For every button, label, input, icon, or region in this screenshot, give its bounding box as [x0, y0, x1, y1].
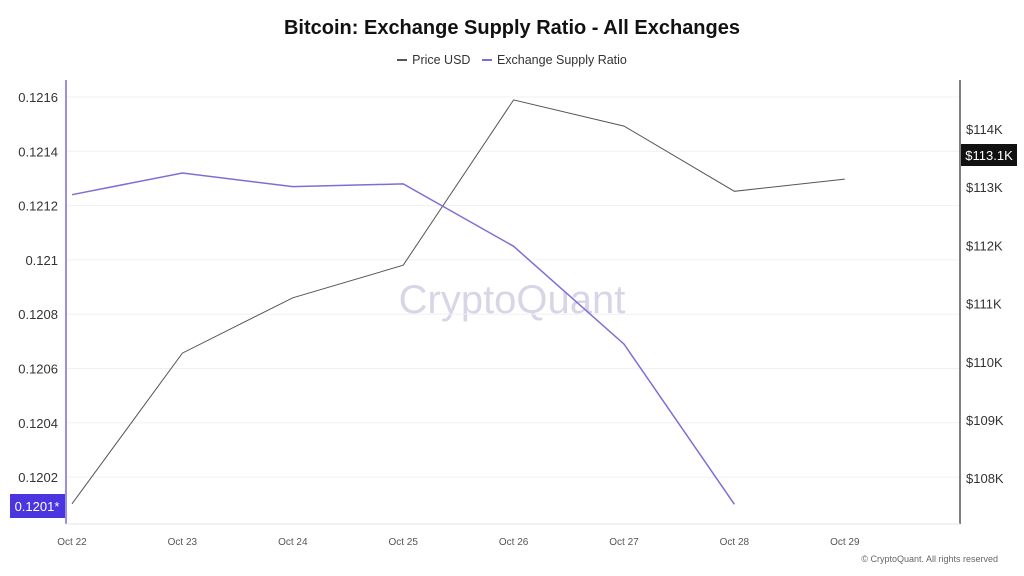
legend-swatch [397, 59, 408, 61]
x-tick-label: Oct 23 [168, 537, 198, 548]
chart-title: Bitcoin: Exchange Supply Ratio - All Exc… [283, 17, 740, 39]
right-tick-label: $114K [966, 122, 1003, 137]
left-tick-label: 0.1204 [18, 416, 58, 431]
legend-item-price[interactable]: Price USD [397, 53, 470, 67]
legend: Price USD Exchange Supply Ratio [0, 50, 1024, 67]
legend-swatch [481, 59, 492, 61]
legend-item-ratio[interactable]: Exchange Supply Ratio [481, 53, 627, 67]
series-line-price [71, 99, 845, 505]
legend-label: Price USD [412, 53, 471, 67]
x-tick-label: Oct 27 [609, 537, 639, 548]
right-tick-label: $113K [966, 180, 1003, 195]
left-tick-label: 0.121 [25, 253, 58, 268]
x-tick-label: Oct 22 [57, 537, 87, 548]
current-ratio-label: 0.1201* [15, 499, 60, 514]
right-tick-label: $112K [966, 238, 1003, 253]
left-tick-label: 0.1214 [18, 144, 58, 159]
right-tick-label: $111K [966, 297, 1002, 312]
right-tick-label: $108K [966, 471, 1004, 486]
current-price-marker [961, 144, 1017, 166]
x-tick-label: Oct 28 [720, 537, 750, 548]
x-tick-label: Oct 24 [278, 537, 308, 548]
left-tick-label: 0.1206 [18, 362, 58, 377]
left-tick-label: 0.1202 [18, 470, 58, 485]
current-price-label: $113.1K [965, 148, 1013, 163]
left-tick-label: 0.1216 [18, 90, 58, 105]
x-tick-label: Oct 29 [830, 537, 860, 548]
left-tick-label: 0.1212 [18, 199, 58, 214]
legend-label: Exchange Supply Ratio [496, 53, 627, 67]
series-line-ratio [71, 172, 736, 505]
current-ratio-marker [10, 494, 65, 518]
copyright: © CryptoQuant. All rights reserved [861, 554, 998, 564]
left-tick-label: 0.1208 [18, 307, 58, 322]
right-tick-label: $110K [966, 355, 1003, 370]
right-tick-label: $109K [966, 413, 1004, 428]
x-tick-label: Oct 26 [499, 537, 529, 548]
x-tick-label: Oct 25 [388, 537, 418, 548]
